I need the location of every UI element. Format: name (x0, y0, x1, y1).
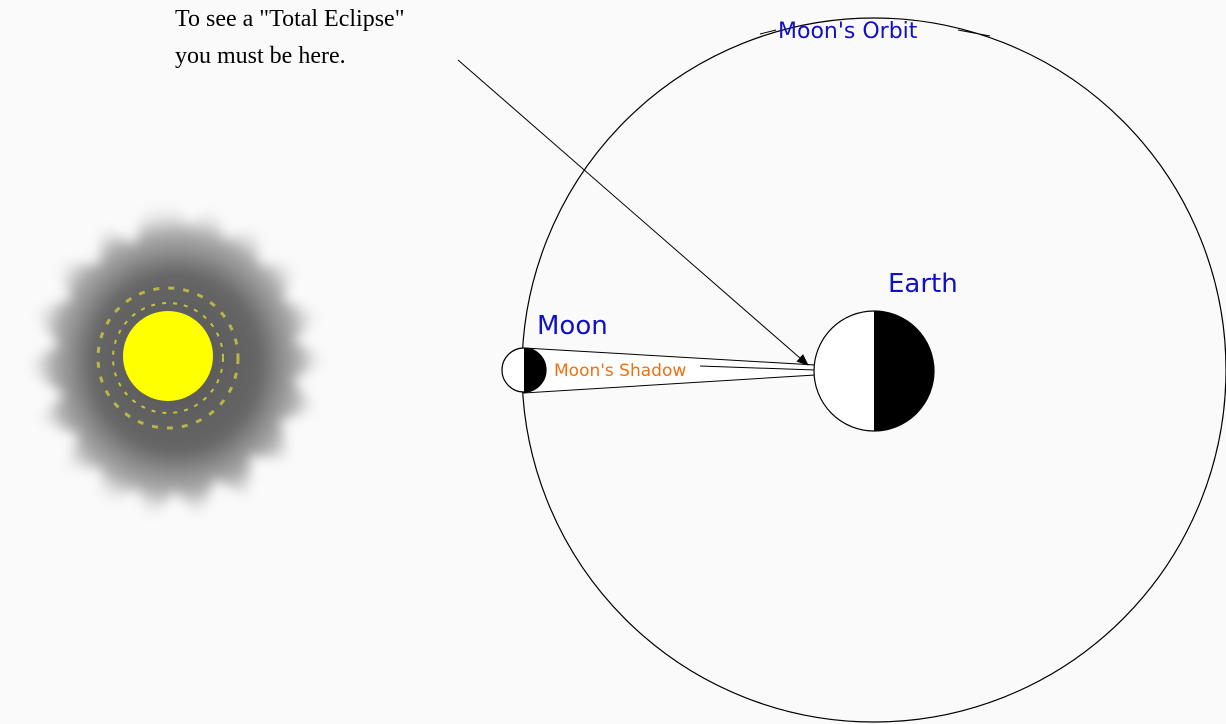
earth-label: Earth (888, 269, 958, 299)
annotation-line: you must be here. (175, 43, 346, 69)
diagram: Moon's Orbit Moon's Shadow Moon Earth To… (0, 0, 1226, 724)
moon (502, 348, 546, 392)
annotation-line: To see a "Total Eclipse" (175, 6, 405, 32)
earth (814, 311, 934, 431)
orbit-label: Moon's Orbit (778, 19, 918, 44)
moon-label: Moon (537, 311, 608, 341)
shadow-label: Moon's Shadow (554, 361, 686, 381)
